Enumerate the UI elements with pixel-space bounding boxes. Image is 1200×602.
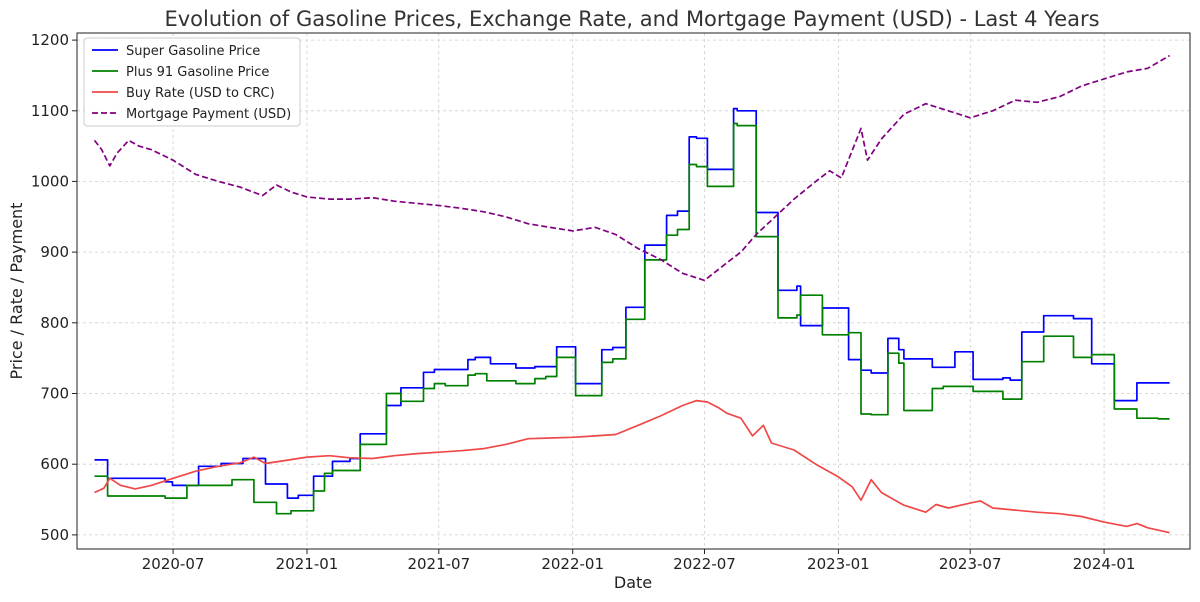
series-line-plus-91-gasoline-price [94, 122, 1170, 515]
x-tick-label: 2021-01 [276, 555, 339, 573]
legend: Super Gasoline Price Plus 91 Gasoline Pri… [83, 37, 301, 127]
y-tick-label: 1100 [31, 102, 69, 120]
legend-label-super-gasoline-price: Super Gasoline Price [126, 44, 260, 59]
y-tick-label: 600 [40, 455, 69, 473]
x-axis-label: Date [614, 573, 652, 592]
x-tick-label: 2023-01 [807, 555, 870, 573]
series-line-mortgage-payment-usd [93, 54, 1171, 282]
grid [77, 33, 1190, 549]
x-tick-label: 2024-01 [1073, 555, 1136, 573]
series-layer [93, 54, 1171, 534]
y-axis: 500 600 700 800 900 1000 1100 1200 [31, 31, 77, 544]
series-line-super-gasoline-price [94, 107, 1170, 499]
y-tick-label: 900 [40, 243, 69, 261]
plot-frame [76, 32, 1191, 550]
x-tick-label: 2020-07 [142, 555, 205, 573]
chart-title: Evolution of Gasoline Prices, Exchange R… [164, 7, 1099, 31]
x-tick-label: 2023-07 [939, 555, 1002, 573]
series-line-buy-rate-usd-to-crc [94, 399, 1170, 534]
x-axis: 2020-07 2021-01 2021-07 2022-01 2022-07 2023-… [142, 549, 1136, 573]
y-tick-label: 500 [40, 526, 69, 544]
y-axis-label: Price / Rate / Payment [7, 203, 26, 380]
legend-label-mortgage-payment-usd: Mortgage Payment (USD) [126, 107, 291, 122]
x-tick-label: 2021-07 [407, 555, 470, 573]
legend-label-buy-rate-usd-to-crc: Buy Rate (USD to CRC) [126, 86, 275, 101]
y-tick-label: 700 [40, 385, 69, 403]
legend-box [83, 37, 301, 127]
y-tick-label: 1200 [31, 31, 69, 49]
y-tick-label: 1000 [31, 172, 69, 190]
x-tick-label: 2022-01 [541, 555, 604, 573]
legend-label-plus-91-gasoline-price: Plus 91 Gasoline Price [126, 65, 269, 80]
y-tick-label: 800 [40, 314, 69, 332]
x-tick-label: 2022-07 [673, 555, 736, 573]
